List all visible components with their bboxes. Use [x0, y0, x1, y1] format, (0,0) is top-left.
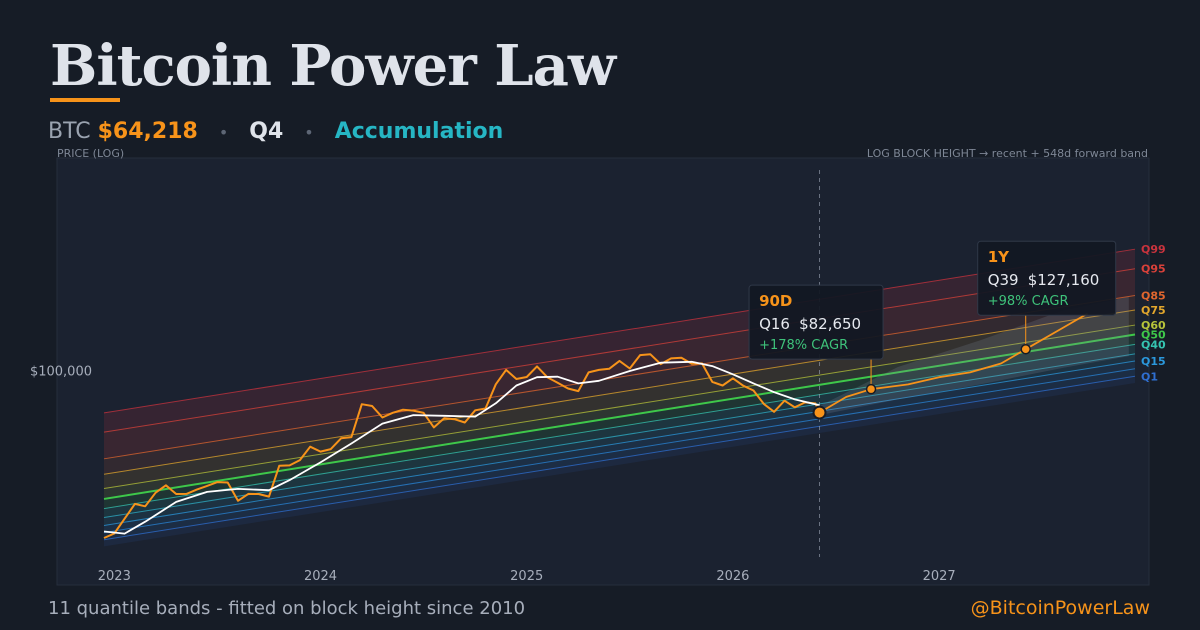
band-line — [103, 324, 1136, 490]
band-label: Q50 — [1141, 329, 1166, 342]
title-underline — [50, 98, 120, 102]
band-line — [103, 248, 1136, 414]
x-tick-label: 2024 — [304, 569, 337, 584]
annotation-box — [748, 284, 884, 360]
projection-line — [819, 312, 1089, 414]
band-fill — [104, 334, 1135, 509]
projection-annotations: 90D Q16 $82,650 +178% CAGR 1Y Q39 $127,160 +98%… — [748, 240, 1117, 395]
annotation-horizon: 90D — [759, 292, 792, 310]
annotation-horizon: 1Y — [988, 248, 1010, 266]
band-line — [103, 368, 1136, 534]
footer-note: 11 quantile bands - fitted on block heig… — [48, 598, 526, 619]
annotation-cagr: +178% CAGR — [759, 338, 848, 353]
x-tick-label: 2023 — [98, 569, 131, 584]
band-line — [103, 309, 1136, 475]
price-series — [103, 312, 1089, 539]
annotation-box — [977, 240, 1117, 316]
price-line — [103, 353, 821, 539]
band-line — [103, 375, 1136, 541]
x-tick-label: 2027 — [923, 569, 956, 584]
annotation-price: $82,650 — [799, 315, 861, 333]
band-fill — [104, 360, 1135, 533]
band-label: Q1 — [1141, 370, 1158, 383]
current-price-marker — [812, 405, 827, 420]
annotation-quantile: Q39 — [988, 271, 1019, 289]
current-quantile: Q4 — [249, 119, 284, 144]
band-line — [103, 343, 1136, 510]
market-phase: Accumulation — [334, 119, 504, 144]
y-tick-label: $100,000 — [30, 365, 92, 380]
ticker-label: BTC — [48, 119, 91, 144]
separator-dot-1: • — [218, 123, 229, 142]
band-fill — [104, 353, 1135, 526]
footer-handle[interactable]: @BitcoinPowerLaw — [970, 597, 1150, 619]
band-label: Q85 — [1141, 289, 1166, 302]
page-title: Bitcoin Power Law — [50, 33, 616, 99]
current-price: $64,218 — [97, 119, 198, 144]
band-line — [103, 268, 1136, 433]
price-summary: BTC $64,218 • Q4 • Accumulation — [48, 118, 503, 147]
x-tick-label: 2025 — [510, 569, 543, 584]
annotation-quantile: Q16 — [759, 315, 790, 333]
annotation-marker — [865, 383, 877, 395]
x-axis-label: LOG BLOCK HEIGHT → recent + 548d forward… — [867, 147, 1148, 160]
band-fill — [104, 368, 1135, 540]
x-tick-label: 2026 — [716, 569, 749, 584]
band-label: Q99 — [1141, 243, 1166, 256]
annotation-marker — [1020, 343, 1031, 355]
band-line — [103, 294, 1136, 460]
band-line — [103, 333, 1136, 500]
band-label: Q75 — [1141, 304, 1166, 317]
separator-dot-2: • — [304, 123, 314, 142]
band-line — [103, 353, 1136, 519]
annotation-price: $127,160 — [1028, 271, 1100, 289]
axis-ticks: 2023 2024 2025 2026 2027 $100,000 — [30, 365, 956, 585]
moving-average-line — [103, 360, 820, 535]
band-label: Q15 — [1141, 355, 1166, 368]
annotation-cagr: +98% CAGR — [988, 294, 1069, 309]
band-fill — [104, 376, 1135, 547]
y-axis-label: PRICE (LOG) — [57, 147, 124, 160]
band-line — [103, 360, 1136, 526]
band-label: Q40 — [1141, 338, 1166, 351]
band-fill — [104, 325, 1135, 499]
band-label: Q95 — [1141, 263, 1166, 276]
band-label: Q60 — [1141, 319, 1166, 332]
